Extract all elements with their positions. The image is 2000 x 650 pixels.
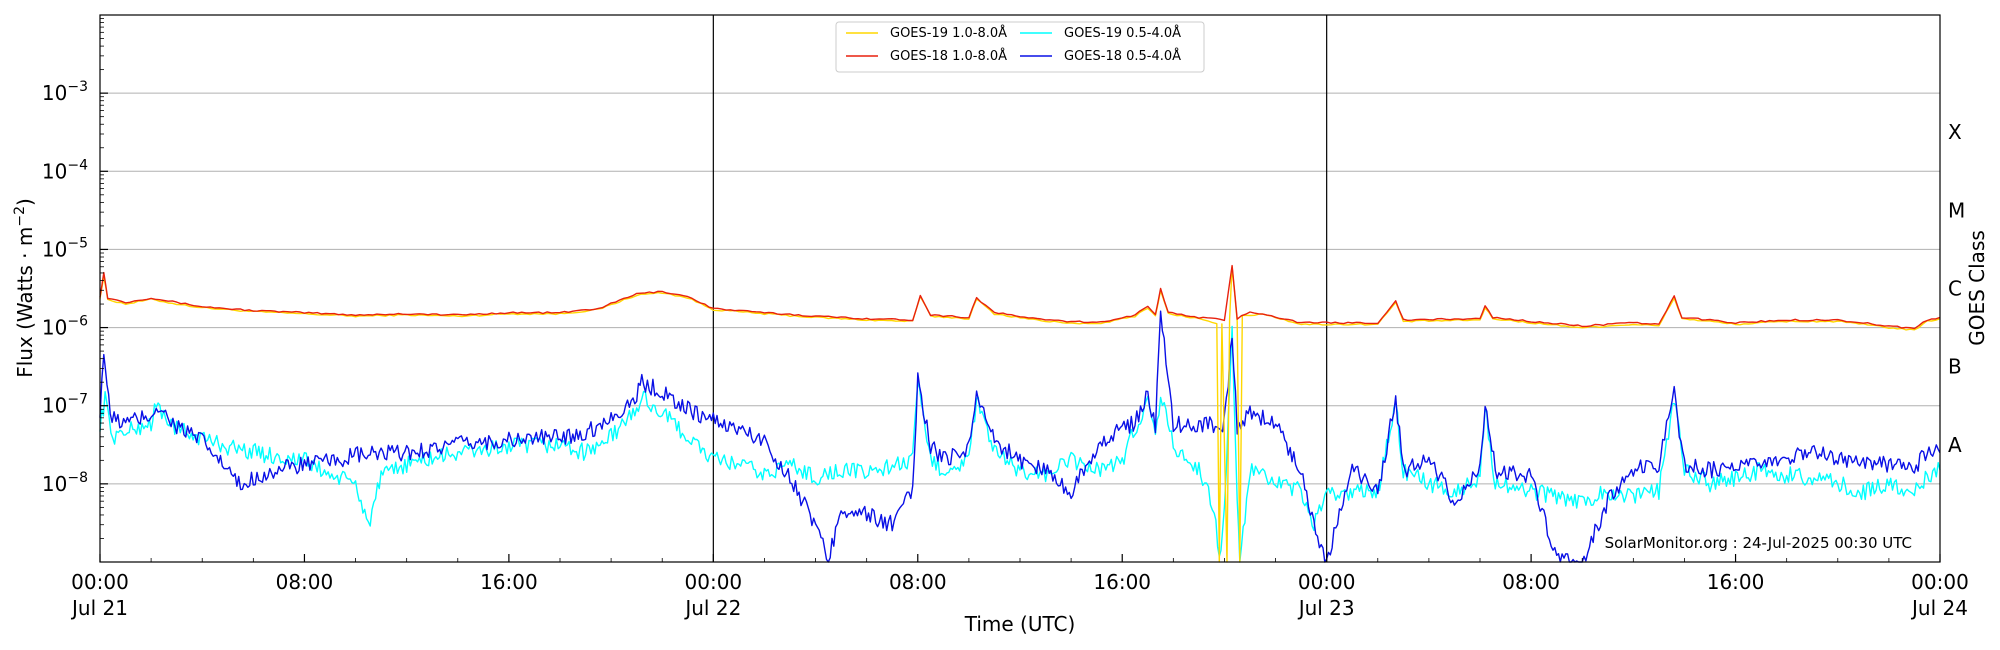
y-tick-label-4: 10−4 [42, 157, 88, 183]
x-tick-time-1: 08:00 [276, 570, 334, 594]
y-axis-ticks: 10−8 10−7 10−6 10−5 10−4 10−3 [42, 18, 108, 539]
x-tick-time-6: 00:00 [1298, 570, 1356, 594]
goes-class-c: C [1948, 277, 1962, 301]
y-tick-label-3: 10−5 [42, 235, 88, 261]
y-axis-title-close: ) [13, 198, 37, 206]
series-line-2 [99, 325, 1941, 563]
legend-label-1: GOES-18 1.0-8.0Å [890, 48, 1007, 64]
goes-class-m: M [1948, 198, 1965, 222]
y-tick-label-1: 10−7 [42, 392, 88, 418]
day-dividers [712, 15, 1328, 562]
horizontal-gridlines [100, 92, 1940, 485]
x-tick-time-4: 08:00 [889, 570, 947, 594]
x-tick-time-8: 16:00 [1707, 570, 1765, 594]
legend-label-2: GOES-19 0.5-4.0Å [1064, 25, 1181, 41]
y-axis-title-main: Flux (Watts · m [13, 227, 37, 378]
goes-class-labels: A B C M X [1948, 120, 1965, 457]
series-lines [99, 264, 1941, 563]
x-tick-date-0: Jul 21 [70, 596, 128, 620]
y2-axis-title: GOES Class [1965, 230, 1989, 346]
y-axis-title: Flux (Watts · m−2) [12, 198, 37, 378]
y-tick-label-2: 10−6 [42, 314, 88, 340]
credit-annotation: SolarMonitor.org : 24-Jul-2025 00:30 UTC [1605, 534, 1912, 552]
x-tick-date-3: Jul 22 [683, 596, 741, 620]
x-tick-date-9: Jul 24 [1910, 596, 1968, 620]
plot-frame [99, 14, 1941, 563]
y-tick-label-0: 10−8 [42, 470, 88, 496]
series-line-0 [99, 266, 1941, 563]
goes-class-x: X [1948, 120, 1962, 144]
x-axis-title: Time (UTC) [964, 612, 1076, 636]
x-tick-time-3: 00:00 [685, 570, 743, 594]
x-tick-time-9: 00:00 [1911, 570, 1969, 594]
x-tick-time-0: 00:00 [71, 570, 129, 594]
legend-label-0: GOES-19 1.0-8.0Å [890, 25, 1007, 41]
legend: GOES-19 1.0-8.0Å GOES-19 0.5-4.0Å GOES-18 … [835, 21, 1205, 73]
goes-class-a: A [1948, 433, 1962, 457]
goes-class-b: B [1948, 355, 1962, 379]
legend-box [835, 21, 1205, 73]
series-line-3 [99, 310, 1941, 563]
x-tick-date-6: Jul 23 [1297, 596, 1355, 620]
y-axis-title-exponent: −2 [12, 206, 28, 227]
legend-label-3: GOES-18 0.5-4.0Å [1064, 48, 1181, 64]
y-tick-label-5: 10−3 [42, 79, 88, 105]
x-tick-time-5: 16:00 [1093, 570, 1151, 594]
series-line-1 [99, 264, 1941, 330]
x-tick-time-2: 16:00 [480, 570, 538, 594]
x-tick-time-7: 08:00 [1502, 570, 1560, 594]
